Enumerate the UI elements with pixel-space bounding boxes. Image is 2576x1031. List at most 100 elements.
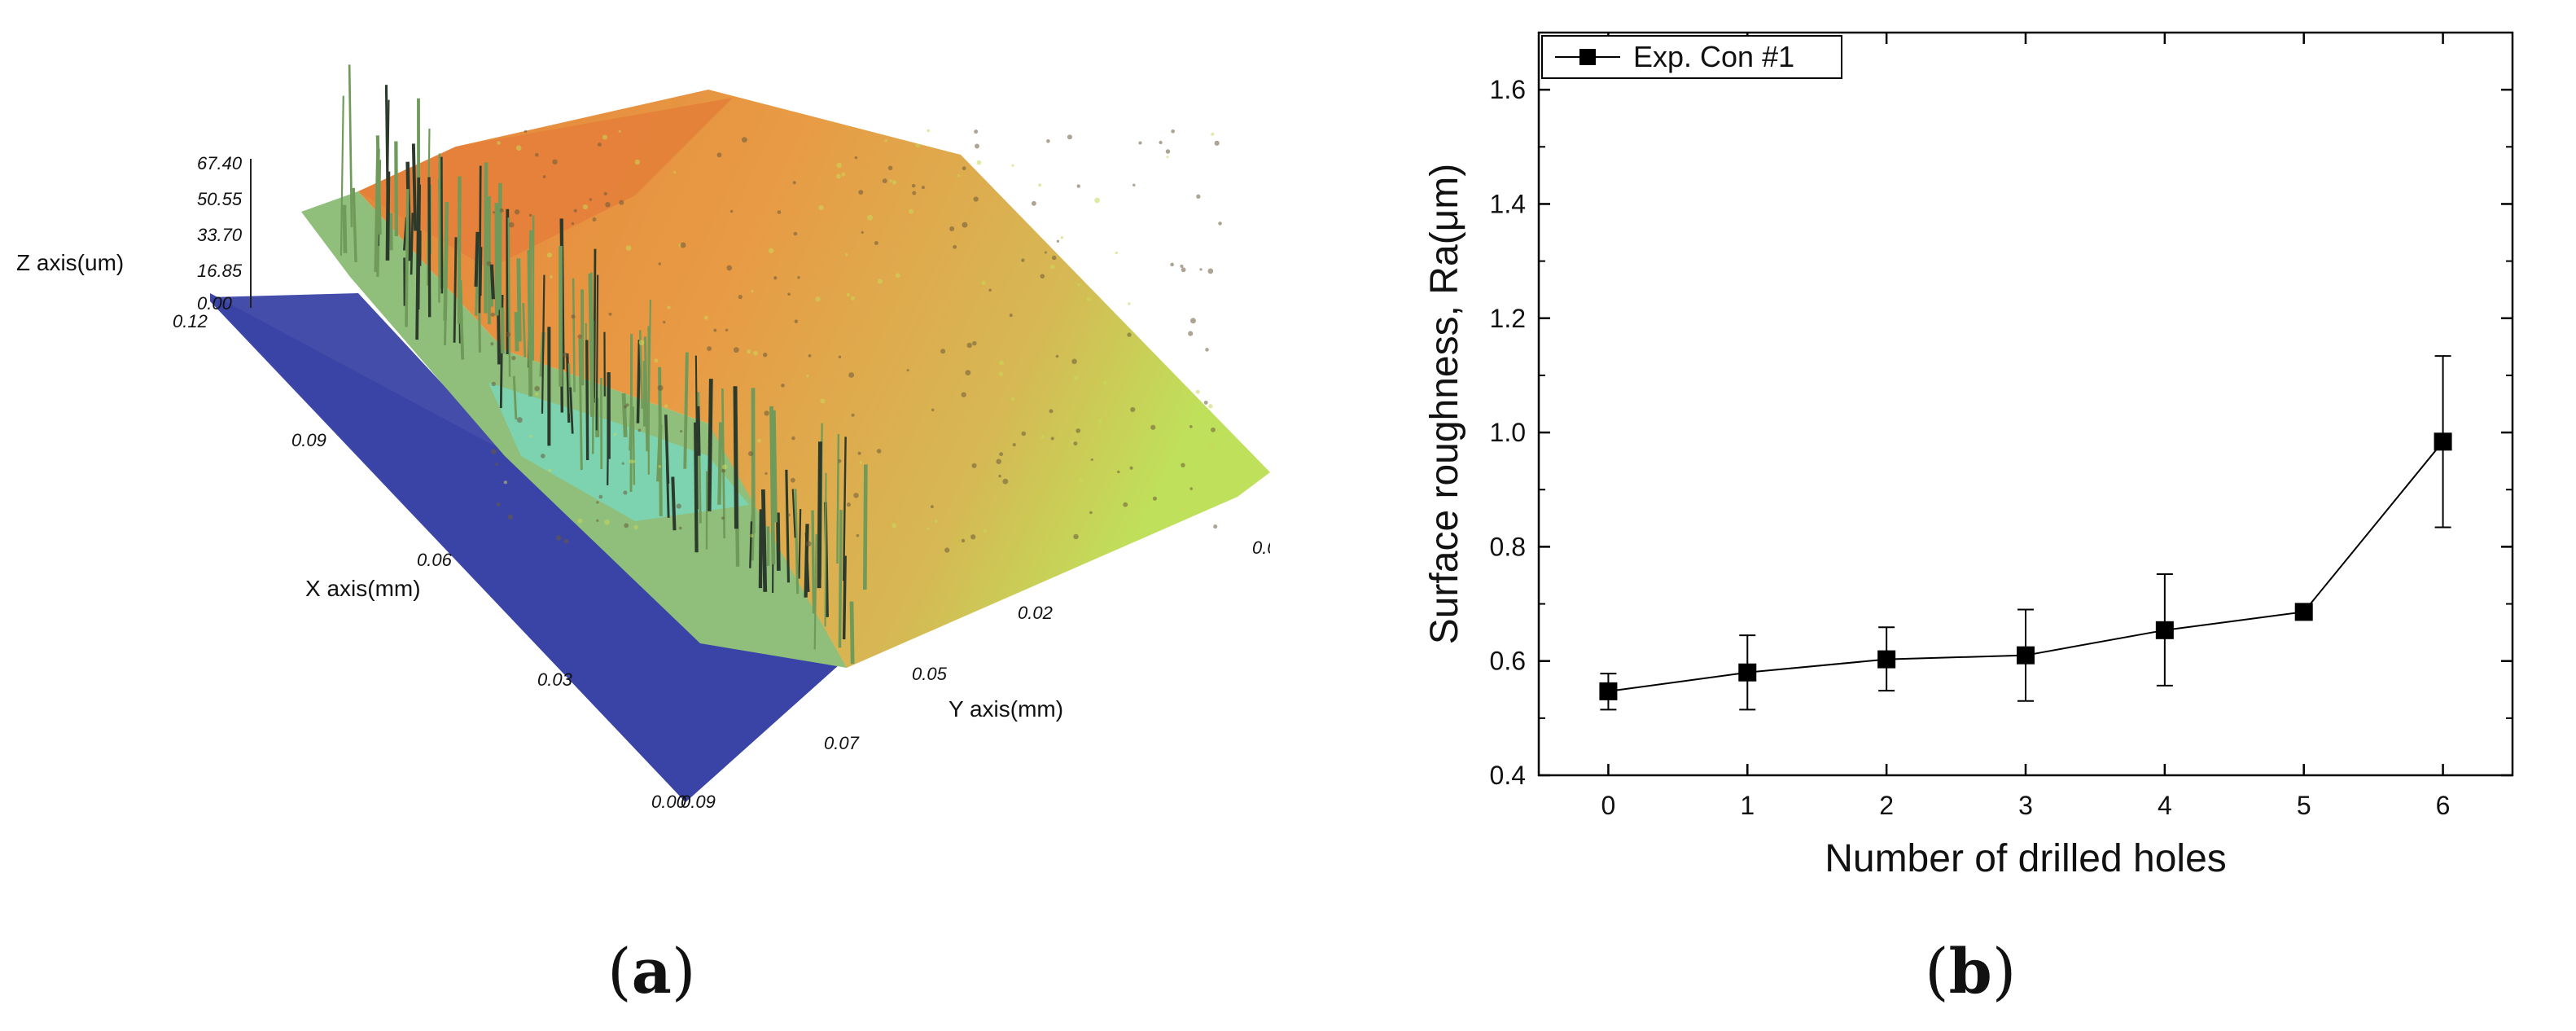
surface-spike (607, 397, 610, 485)
surface-texture-dot (1056, 239, 1060, 243)
data-point-0 (1599, 682, 1618, 700)
surface-texture-dot (747, 349, 751, 354)
surface-texture-dot (573, 208, 577, 213)
surface-spike (798, 509, 802, 579)
surface-texture-dot (773, 276, 778, 280)
surface-spike (842, 437, 847, 581)
surface-texture-dot (1171, 129, 1176, 134)
surface-spike (527, 249, 533, 397)
surface-texture-dot (528, 213, 532, 217)
x-tick-label-4: 4 (2158, 791, 2172, 820)
surface-texture-dot (1181, 463, 1185, 467)
y-tick-1: 0.07 (824, 733, 860, 753)
surface-texture-dot (492, 211, 496, 214)
surface-texture-dot (1213, 524, 1218, 529)
surface-texture-dot (949, 226, 955, 232)
surface-spike (500, 307, 505, 354)
surface-texture-dot (988, 288, 992, 292)
surface-spike (769, 406, 776, 564)
surface-texture-dot (658, 262, 662, 265)
surface-spike (405, 189, 410, 327)
surface-spike (522, 303, 527, 358)
surface-texture-dot (548, 468, 552, 472)
surface-spike (721, 388, 726, 539)
panel-letter-a: a (631, 935, 672, 1007)
surface-texture-dot (1090, 458, 1093, 462)
surface-texture-dot (1123, 502, 1128, 507)
surface-texture-dot (726, 265, 733, 271)
x-tick-label-2: 2 (1879, 791, 1894, 820)
surface-spike (566, 353, 571, 423)
surface-texture-dot (729, 209, 734, 213)
surface-texture-dot (792, 181, 796, 185)
surface-texture-dot (912, 191, 917, 195)
surface-texture-dot (542, 175, 546, 178)
surface-texture-dot (563, 538, 569, 544)
surface-texture-dot (1205, 348, 1209, 352)
surface-texture-dot (608, 312, 612, 316)
surface-texture-dot (1189, 487, 1193, 490)
surface-texture-dot (623, 490, 628, 495)
surface-texture-dot (787, 292, 791, 296)
y-tick-3: 0.02 (1018, 603, 1053, 623)
surface-texture-dot (577, 518, 583, 524)
surface-texture-dot (508, 222, 515, 228)
surface-texture-dot (524, 129, 528, 134)
surface-texture-dot (713, 328, 717, 332)
surface-spike (416, 184, 422, 310)
surface-texture-dot (845, 253, 848, 257)
data-point-4 (2155, 621, 2174, 639)
z-tick-1: 50.55 (197, 189, 243, 209)
surface-texture-dot (1094, 197, 1100, 204)
surface-texture-dot (931, 408, 935, 412)
surface-texture-dot (1181, 507, 1186, 511)
surface-texture-dot (571, 314, 576, 319)
surface-spike (512, 375, 518, 420)
surface-spike (585, 340, 589, 461)
surface-texture-dot (962, 166, 966, 171)
surface-spike (389, 213, 393, 251)
surface-texture-dot (815, 296, 821, 302)
surface-texture-dot (998, 360, 1005, 366)
panel-letter-b: b (1948, 935, 1992, 1007)
surface-texture-dot (1089, 511, 1093, 515)
surface-spike (842, 555, 847, 640)
surface-texture-dot (624, 523, 629, 529)
surface-texture-dot (1207, 268, 1214, 274)
legend-label: Exp. Con #1 (1633, 40, 1794, 73)
surface-texture-dot (604, 519, 610, 525)
surface-spike (664, 415, 670, 485)
x-tick-label-6: 6 (2436, 791, 2451, 820)
data-point-3 (2017, 646, 2035, 665)
surface-spike (772, 410, 778, 523)
surface-spike (791, 489, 796, 538)
surface-texture-dot (638, 340, 645, 346)
surface-texture-dot (757, 438, 761, 443)
surface-texture-dot (851, 413, 855, 417)
surface-texture-dot (876, 449, 882, 454)
surface-texture-dot (854, 156, 858, 160)
surface-texture-dot (965, 370, 971, 375)
surface-texture-dot (1214, 140, 1220, 146)
surface-base-shadow (210, 293, 863, 802)
surface-texture-dot (877, 279, 883, 284)
y-tick-label-0: 0.4 (1490, 761, 1526, 790)
surface-texture-dot (1209, 443, 1216, 450)
surface-texture-dot (1002, 478, 1009, 485)
surface-texture-dot (930, 505, 934, 509)
surface-texture-dot (926, 527, 930, 530)
surface-texture-dot (490, 342, 494, 346)
surface-texture-dot (1012, 443, 1016, 447)
surface-texture-dot (633, 524, 638, 529)
surface-texture-dot (722, 464, 728, 470)
surface-texture-dot (1044, 251, 1047, 254)
surface-texture-dot (1128, 302, 1131, 305)
surface-texture-dot (835, 173, 841, 179)
y-tick-4: 0.00 (1252, 537, 1270, 558)
surface-texture-dot (1152, 496, 1157, 501)
data-point-1 (1738, 663, 1757, 682)
surface-texture-dot (597, 143, 602, 147)
surface-texture-dot (1073, 441, 1078, 446)
surface-texture-dot (1170, 262, 1174, 267)
surface-spike (694, 422, 699, 553)
